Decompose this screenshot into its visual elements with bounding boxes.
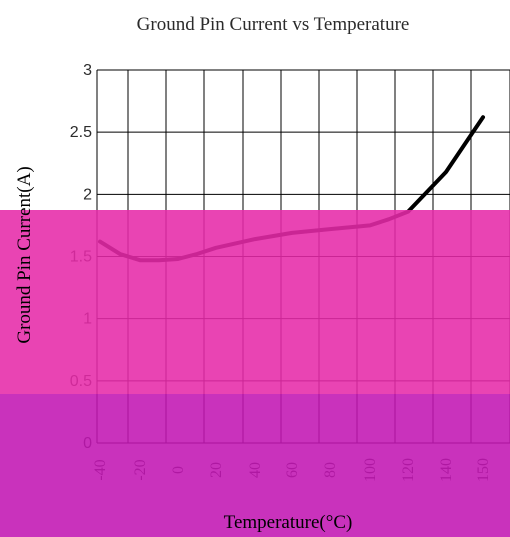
grid bbox=[96, 69, 510, 444]
y-tick-label: 0 bbox=[83, 435, 92, 452]
x-tick-label: 100 bbox=[362, 458, 379, 482]
y-tick-label: 0.5 bbox=[70, 373, 92, 390]
x-tick-label: 150 bbox=[475, 458, 492, 482]
x-tick-label: 140 bbox=[438, 458, 455, 482]
chart-title: Ground Pin Current vs Temperature bbox=[137, 14, 410, 35]
y-tick-label: 2.5 bbox=[70, 124, 92, 141]
x-tick-labels: -40 -20 0 20 40 60 80 100 120 140 150 bbox=[92, 458, 492, 482]
x-tick-label: 0 bbox=[170, 466, 187, 474]
y-tick-label: 1 bbox=[83, 311, 92, 328]
series-line-group bbox=[98, 115, 485, 263]
x-tick-label: 40 bbox=[247, 462, 264, 478]
x-tick-label: 20 bbox=[208, 462, 225, 478]
x-tick-label: -20 bbox=[132, 459, 149, 480]
x-tick-label: 120 bbox=[400, 458, 417, 482]
y-tick-label: 2 bbox=[83, 186, 92, 203]
x-tick-label: -40 bbox=[92, 459, 109, 480]
y-tick-labels: 0 0.5 1 1.5 2 2.5 3 bbox=[70, 62, 92, 452]
series-line bbox=[98, 115, 485, 263]
x-tick-label: 60 bbox=[284, 462, 301, 478]
y-tick-label: 1.5 bbox=[70, 249, 92, 266]
y-tick-label: 3 bbox=[83, 62, 92, 79]
x-tick-label: 80 bbox=[322, 462, 339, 478]
